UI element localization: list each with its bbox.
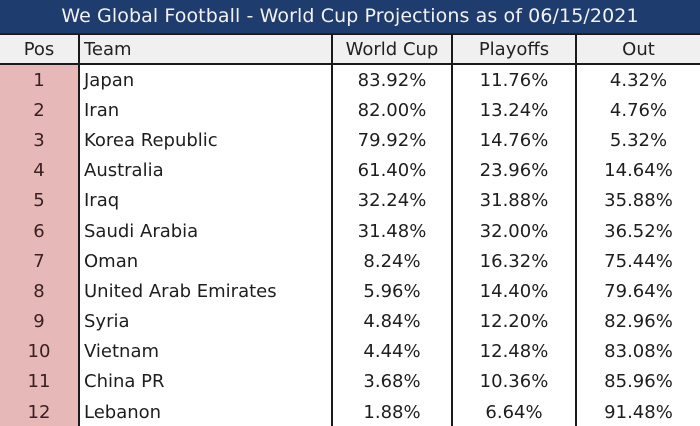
cell-playoffs: 6.64% xyxy=(452,397,577,426)
table-row: 1 Japan 83.92% 11.76% 4.32% xyxy=(0,64,700,96)
cell-pos: 10 xyxy=(0,336,79,367)
table-row: 9 Syria 4.84% 12.20% 82.96% xyxy=(0,306,700,337)
cell-out: 35.88% xyxy=(604,190,673,212)
cell-team: Iran xyxy=(78,95,333,126)
cell-pos: 9 xyxy=(0,306,79,337)
column-header-pos: Pos xyxy=(0,34,80,65)
cell-pos: 11 xyxy=(0,366,79,398)
cell-playoffs: 14.40% xyxy=(452,276,577,307)
cell-world-cup: 82.00% xyxy=(332,95,453,126)
cell-out: 5.32% xyxy=(609,129,668,151)
cell-team: United Arab Emirates xyxy=(78,276,333,307)
cell-pos: 12 xyxy=(0,397,79,426)
column-header-out: Out xyxy=(575,34,700,65)
table-row: 3 Korea Republic 79.92% 14.76% 5.32% xyxy=(0,125,700,156)
header-row: Pos Team World Cup Playoffs Out xyxy=(0,34,700,65)
cell-pos: 2 xyxy=(0,95,79,126)
cell-out: 75.44% xyxy=(604,250,673,272)
cell-out: 82.96% xyxy=(604,311,673,333)
cell-pos: 4 xyxy=(0,155,79,186)
cell-playoffs: 32.00% xyxy=(452,215,577,247)
column-header-playoffs: Playoffs xyxy=(451,34,577,65)
cell-world-cup: 1.88% xyxy=(332,397,453,426)
table-row: 12 Lebanon 1.88% 6.64% 91.48% xyxy=(0,397,700,426)
column-header-team: Team xyxy=(78,34,333,65)
cell-playoffs: 11.76% xyxy=(452,64,577,96)
cell-team: Saudi Arabia xyxy=(78,215,333,247)
cell-world-cup: 5.96% xyxy=(332,276,453,307)
column-header-world-cup: World Cup xyxy=(331,34,453,65)
cell-world-cup: 32.24% xyxy=(332,185,453,216)
cell-out: 14.64% xyxy=(604,160,673,182)
cell-playoffs: 16.32% xyxy=(452,246,577,277)
table-row: 6 Saudi Arabia 31.48% 32.00% 36.52% xyxy=(0,215,700,247)
cell-team: Korea Republic xyxy=(78,125,333,156)
cell-world-cup: 8.24% xyxy=(332,246,453,277)
cell-playoffs: 13.24% xyxy=(452,95,577,126)
cell-world-cup: 61.40% xyxy=(332,155,453,186)
cell-pos: 1 xyxy=(0,64,79,96)
cell-out: 79.64% xyxy=(604,280,673,302)
cell-out: 4.32% xyxy=(609,69,668,91)
cell-world-cup: 31.48% xyxy=(332,215,453,247)
cell-out: 83.08% xyxy=(604,341,673,363)
table-row: 5 Iraq 32.24% 31.88% 35.88% xyxy=(0,185,700,216)
cell-team: Iraq xyxy=(78,185,333,216)
cell-team: Syria xyxy=(78,306,333,337)
cell-pos: 6 xyxy=(0,215,79,247)
cell-team: China PR xyxy=(78,366,333,398)
cell-playoffs: 10.36% xyxy=(452,366,577,398)
cell-out: 91.48% xyxy=(604,401,673,423)
cell-world-cup: 4.84% xyxy=(332,306,453,337)
cell-pos: 8 xyxy=(0,276,79,307)
cell-pos: 3 xyxy=(0,125,79,156)
table-row: 10 Vietnam 4.44% 12.48% 83.08% xyxy=(0,336,700,367)
cell-world-cup: 79.92% xyxy=(332,125,453,156)
cell-world-cup: 3.68% xyxy=(332,366,453,398)
cell-team: Oman xyxy=(78,246,333,277)
cell-playoffs: 12.20% xyxy=(452,306,577,337)
cell-pos: 7 xyxy=(0,246,79,277)
cell-playoffs: 23.96% xyxy=(452,155,577,186)
table-row: 8 United Arab Emirates 5.96% 14.40% 79.6… xyxy=(0,276,700,307)
cell-playoffs: 31.88% xyxy=(452,185,577,216)
cell-out: 36.52% xyxy=(604,220,673,242)
cell-world-cup: 83.92% xyxy=(332,64,453,96)
cell-playoffs: 14.76% xyxy=(452,125,577,156)
cell-out: 4.76% xyxy=(609,99,668,121)
table-title: We Global Football - World Cup Projectio… xyxy=(0,0,700,34)
cell-team: Lebanon xyxy=(78,397,333,426)
table-row: 4 Australia 61.40% 23.96% 14.64% xyxy=(0,155,700,186)
cell-team: Australia xyxy=(78,155,333,186)
cell-team: Japan xyxy=(78,64,333,96)
cell-team: Vietnam xyxy=(78,336,333,367)
table-row: 7 Oman 8.24% 16.32% 75.44% xyxy=(0,246,700,277)
cell-world-cup: 4.44% xyxy=(332,336,453,367)
cell-out: 85.96% xyxy=(604,371,673,393)
projections-table: Pos Team World Cup Playoffs Out 1 Japan … xyxy=(0,34,700,426)
cell-playoffs: 12.48% xyxy=(452,336,577,367)
cell-pos: 5 xyxy=(0,185,79,216)
table-row: 11 China PR 3.68% 10.36% 85.96% xyxy=(0,366,700,398)
table-row: 2 Iran 82.00% 13.24% 4.76% xyxy=(0,95,700,126)
